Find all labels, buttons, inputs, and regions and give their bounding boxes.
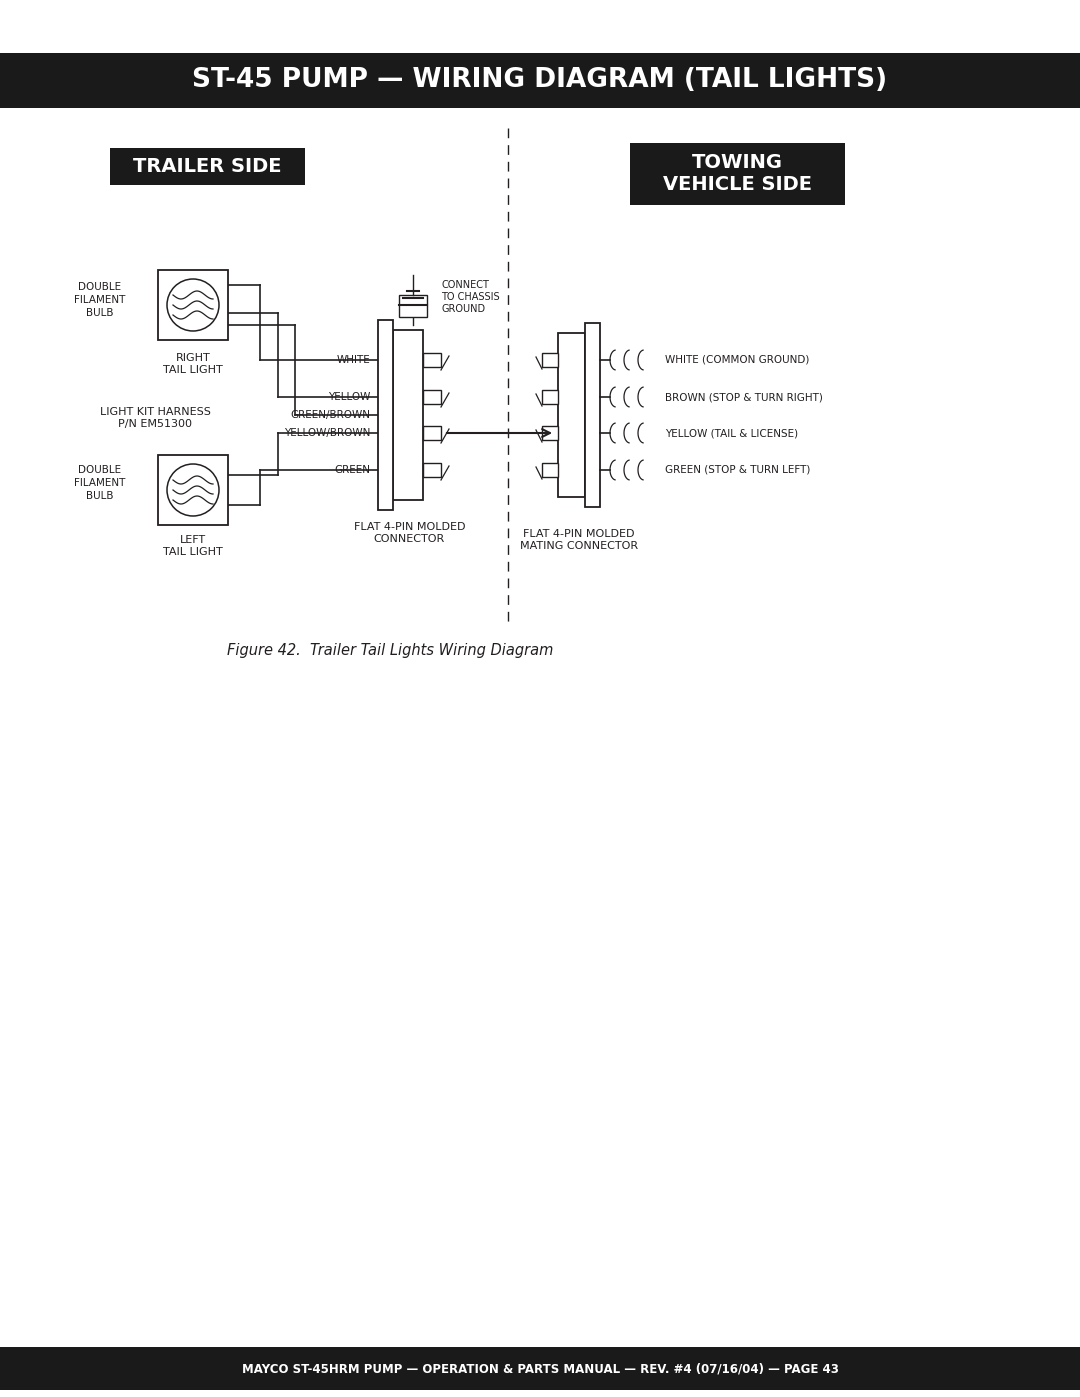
- Bar: [558, 332, 585, 497]
- Bar: [423, 426, 441, 440]
- Circle shape: [167, 464, 219, 515]
- Bar: [423, 353, 441, 367]
- Bar: [423, 462, 441, 476]
- Text: YELLOW: YELLOW: [327, 393, 370, 402]
- Bar: [378, 320, 393, 510]
- Bar: [393, 330, 423, 500]
- Bar: [158, 270, 228, 339]
- Text: GREEN: GREEN: [334, 465, 370, 475]
- Text: YELLOW/BROWN: YELLOW/BROWN: [284, 427, 370, 439]
- Text: Figure 42.  Trailer Tail Lights Wiring Diagram: Figure 42. Trailer Tail Lights Wiring Di…: [227, 643, 553, 658]
- Text: LEFT
TAIL LIGHT: LEFT TAIL LIGHT: [163, 535, 222, 557]
- Text: GREEN/BROWN: GREEN/BROWN: [291, 409, 370, 420]
- Bar: [542, 462, 558, 476]
- Text: GREEN (STOP & TURN LEFT): GREEN (STOP & TURN LEFT): [665, 465, 810, 475]
- Text: CONNECT
TO CHASSIS
GROUND: CONNECT TO CHASSIS GROUND: [441, 279, 500, 314]
- Text: TRAILER SIDE: TRAILER SIDE: [133, 156, 282, 176]
- Text: YELLOW (TAIL & LICENSE): YELLOW (TAIL & LICENSE): [665, 427, 798, 439]
- Text: TOWING
VEHICLE SIDE: TOWING VEHICLE SIDE: [663, 154, 812, 194]
- Text: FLAT 4-PIN MOLDED
MATING CONNECTOR: FLAT 4-PIN MOLDED MATING CONNECTOR: [519, 529, 638, 552]
- Bar: [423, 390, 441, 404]
- Bar: [158, 455, 228, 525]
- Text: LIGHT KIT HARNESS
P/N EM51300: LIGHT KIT HARNESS P/N EM51300: [99, 407, 211, 429]
- Bar: [399, 295, 427, 317]
- Text: BROWN (STOP & TURN RIGHT): BROWN (STOP & TURN RIGHT): [665, 393, 823, 402]
- Text: FLAT 4-PIN MOLDED
CONNECTOR: FLAT 4-PIN MOLDED CONNECTOR: [354, 522, 465, 545]
- Bar: [0, 1347, 1080, 1390]
- Text: DOUBLE
FILAMENT
BULB: DOUBLE FILAMENT BULB: [75, 282, 125, 317]
- Text: RIGHT
TAIL LIGHT: RIGHT TAIL LIGHT: [163, 353, 222, 376]
- Text: ST-45 PUMP — WIRING DIAGRAM (TAIL LIGHTS): ST-45 PUMP — WIRING DIAGRAM (TAIL LIGHTS…: [192, 67, 888, 94]
- Bar: [542, 390, 558, 404]
- Bar: [542, 426, 558, 440]
- Text: MAYCO ST-45HRM PUMP — OPERATION & PARTS MANUAL — REV. #4 (07/16/04) — PAGE 43: MAYCO ST-45HRM PUMP — OPERATION & PARTS …: [242, 1362, 838, 1376]
- Bar: [630, 142, 845, 205]
- Text: WHITE: WHITE: [336, 355, 370, 365]
- Bar: [585, 323, 600, 507]
- Text: DOUBLE
FILAMENT
BULB: DOUBLE FILAMENT BULB: [75, 465, 125, 500]
- Bar: [542, 353, 558, 367]
- Bar: [0, 53, 1080, 108]
- Bar: [110, 148, 305, 184]
- Text: WHITE (COMMON GROUND): WHITE (COMMON GROUND): [665, 355, 809, 365]
- Circle shape: [167, 279, 219, 331]
